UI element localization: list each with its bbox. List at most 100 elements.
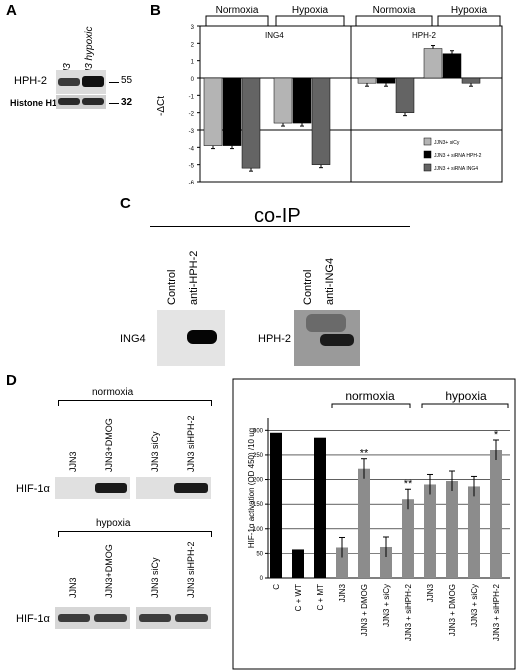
blot-row-label: ING4 <box>120 333 146 345</box>
legend-swatch <box>423 137 432 146</box>
condition-bracket <box>58 531 212 537</box>
y-tick-label: 0 <box>260 576 264 582</box>
blot-band <box>175 614 208 622</box>
group-bracket <box>355 15 433 26</box>
bar <box>402 499 414 578</box>
blot-band <box>95 483 127 493</box>
bar <box>423 48 443 79</box>
panel-c-label: C <box>120 195 131 212</box>
co-ip-bracket <box>150 226 410 227</box>
blot-band <box>94 614 127 622</box>
blot-band <box>174 483 208 493</box>
bar <box>357 77 377 84</box>
bar <box>270 432 282 578</box>
blot-band <box>187 330 217 344</box>
lane-label: JJN3 siHPH-2 <box>186 541 196 598</box>
bar <box>376 77 396 84</box>
y-tick-label: 1 <box>191 60 195 66</box>
group-bracket <box>421 403 509 408</box>
bar <box>442 53 462 79</box>
bar <box>380 546 392 578</box>
chart-frame <box>232 378 516 670</box>
condition-bracket <box>58 400 212 406</box>
lane-label: JJN3 siHPH-2 <box>186 415 196 472</box>
bar <box>241 77 261 169</box>
marker-label: 55 <box>121 75 133 86</box>
co-ip-title: co-IP <box>254 205 301 227</box>
blot-row-label: HPH-2 <box>258 333 292 345</box>
lane-label: JJN3 <box>68 451 78 472</box>
marker-tick <box>109 103 119 104</box>
legend-label: JJN3 + siRNA ING4 <box>434 166 478 172</box>
bar <box>468 486 480 578</box>
panel-a-label: A <box>6 2 17 19</box>
x-tick-label: JJN3 + siCy <box>470 584 479 627</box>
bar <box>292 77 312 124</box>
bar <box>203 77 223 146</box>
group-label-normoxia: normoxia <box>345 389 395 403</box>
bar <box>292 549 304 578</box>
x-tick-label: C + MT <box>316 584 325 611</box>
significance-mark: ** <box>404 478 413 490</box>
x-tick-label: JJN3 + siCy <box>382 584 391 627</box>
western-blot <box>55 607 130 629</box>
y-tick-label: -3 <box>189 129 195 135</box>
x-tick-label: C <box>272 584 281 590</box>
marker-label: 32 <box>121 97 133 108</box>
y-tick-label: -4 <box>189 146 195 152</box>
bar <box>461 77 481 84</box>
y-tick-label: -6 <box>189 181 195 184</box>
western-blot <box>55 477 130 499</box>
lane-label: JJN3 <box>68 577 78 598</box>
group-bracket <box>437 15 501 26</box>
blot-band <box>82 98 104 105</box>
condition-title: normoxia <box>92 387 134 398</box>
group-header: Normoxia <box>216 6 259 16</box>
bar <box>424 484 436 578</box>
blot-band <box>139 614 171 622</box>
blot-row-label: HIF-1α <box>16 613 50 625</box>
y-tick-label: 100 <box>253 527 264 533</box>
subplot-title: ING4 <box>265 31 284 40</box>
blot-band <box>58 98 80 105</box>
x-tick-label: JJN3 + siHPH-2 <box>404 583 413 641</box>
lane-label: Control <box>166 269 178 305</box>
bar <box>395 77 415 113</box>
blot-band <box>306 314 346 332</box>
marker-tick <box>109 82 119 83</box>
y-tick-label: 200 <box>253 478 264 484</box>
lane-label: Control <box>302 269 314 305</box>
group-bracket <box>331 403 411 408</box>
x-tick-label: JJN3 + DMOG <box>448 584 457 636</box>
panel-b-label: B <box>150 2 161 19</box>
y-tick-label: 3 <box>191 25 195 31</box>
lane-label: JJN3 siCy <box>150 557 160 598</box>
x-tick-label: C + WT <box>294 584 303 611</box>
lane-label: anti-ING4 <box>324 257 336 305</box>
y-tick-label: -1 <box>189 94 195 100</box>
x-tick-label: JJN3 <box>426 583 435 602</box>
y-tick-label: 50 <box>256 551 263 557</box>
x-tick-label: JJN3 + siHPH-2 <box>492 583 501 641</box>
legend-label: JJN3+ siCy <box>434 140 460 146</box>
western-blot <box>136 607 211 629</box>
blot-band <box>320 334 354 346</box>
western-blot <box>56 95 106 109</box>
legend-swatch <box>423 150 432 159</box>
x-tick-label: JJN3 + DMOG <box>360 584 369 636</box>
significance-mark: * <box>494 429 499 441</box>
group-header: Normoxia <box>373 6 416 16</box>
y-tick-label: 300 <box>253 428 264 434</box>
group-header: Hypoxia <box>451 6 488 16</box>
y-axis-label: -ΔCt <box>156 96 167 116</box>
group-bracket <box>205 15 269 26</box>
bar <box>358 468 370 578</box>
bar <box>273 77 293 124</box>
bar <box>336 547 348 578</box>
lane-label: JJN3+DMOG <box>104 418 114 472</box>
y-tick-label: 2 <box>191 42 195 48</box>
bar <box>446 481 458 578</box>
y-axis-label: HIF-1α activation (OD 450) /10 ug <box>247 428 256 548</box>
legend-label: JJN3 + siRNA HPH-2 <box>434 153 482 159</box>
western-blot <box>157 310 225 366</box>
